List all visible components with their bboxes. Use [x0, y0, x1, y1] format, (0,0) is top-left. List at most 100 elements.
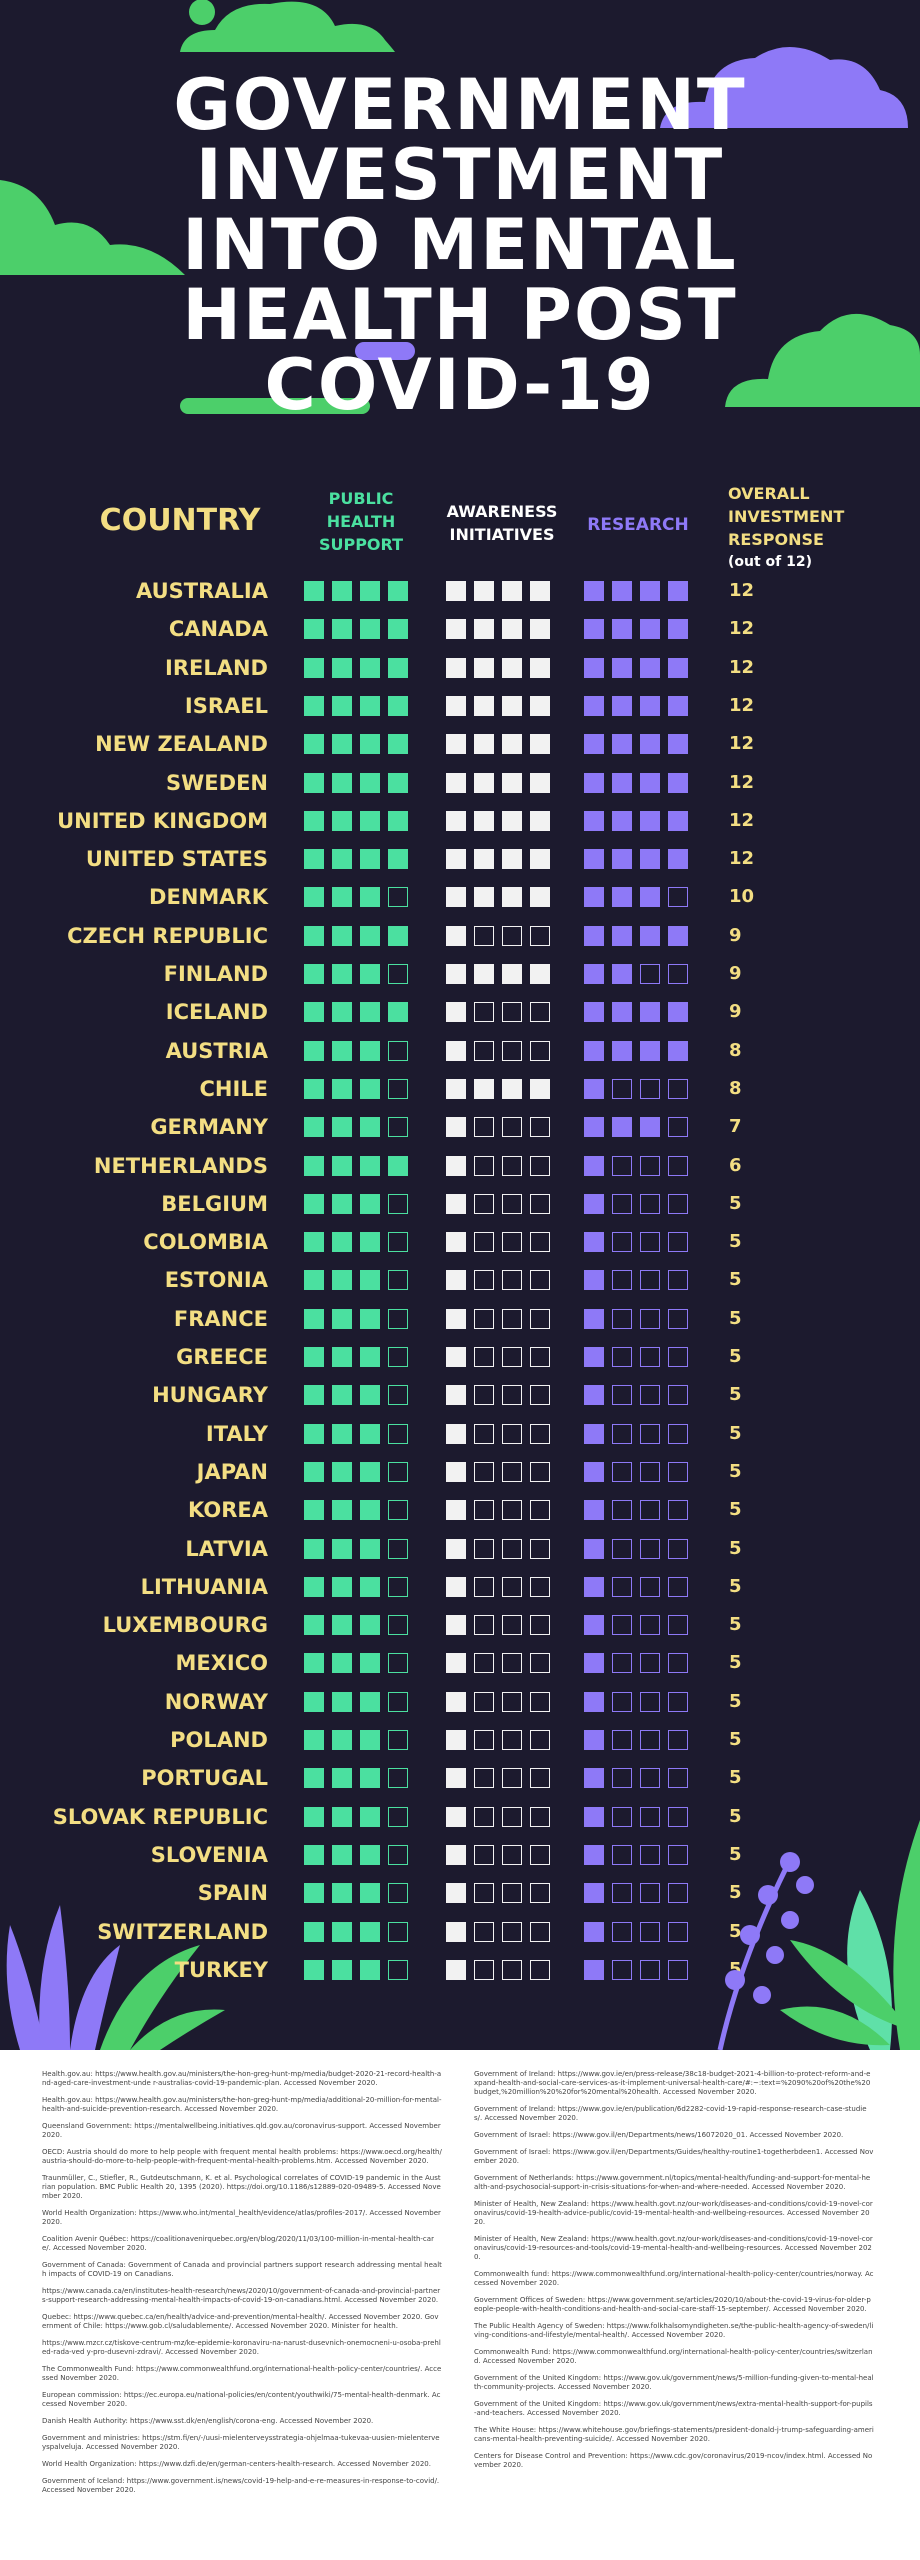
awareness-filled-square: [502, 849, 522, 869]
awareness-empty-square: [530, 1692, 550, 1712]
awareness-empty-square: [530, 1385, 550, 1405]
public-health-filled-square: [360, 1768, 380, 1788]
public-health-filled-square: [360, 926, 380, 946]
awareness-empty-square: [502, 1232, 522, 1252]
awareness-filled-square: [446, 1194, 466, 1214]
awareness-empty-square: [502, 1807, 522, 1827]
reference-item: The White House: https://www.whitehouse.…: [474, 2426, 874, 2443]
reference-item: Government and ministries: https://stm.f…: [42, 2434, 440, 2451]
awareness-empty-square: [530, 1117, 550, 1137]
purple-bar-decoration: [355, 342, 415, 360]
research-empty-square: [612, 1232, 632, 1252]
public-health-filled-square: [332, 1807, 352, 1827]
country-label: AUSTRIA: [165, 1039, 268, 1063]
research-empty-square: [668, 1960, 688, 1980]
awareness-empty-square: [474, 1768, 494, 1788]
awareness-filled-square: [446, 1883, 466, 1903]
research-empty-square: [668, 1615, 688, 1635]
public-health-filled-square: [332, 964, 352, 984]
reference-item: Government of Israel: https://www.gov.il…: [474, 2148, 874, 2165]
research-empty-square: [640, 1807, 660, 1827]
research-filled-square: [668, 581, 688, 601]
research-empty-square: [640, 964, 660, 984]
public-health-empty-square: [388, 1730, 408, 1750]
research-empty-square: [668, 964, 688, 984]
awareness-empty-square: [502, 1156, 522, 1176]
research-empty-square: [668, 1768, 688, 1788]
research-empty-square: [640, 1462, 660, 1482]
awareness-empty-square: [530, 1194, 550, 1214]
research-empty-square: [640, 1730, 660, 1750]
awareness-empty-square: [530, 1002, 550, 1022]
research-filled-square: [668, 619, 688, 639]
country-label: KOREA: [188, 1498, 268, 1522]
research-empty-square: [640, 1232, 660, 1252]
awareness-filled-square: [530, 581, 550, 601]
research-filled-square: [640, 1002, 660, 1022]
awareness-filled-square: [474, 811, 494, 831]
research-empty-square: [668, 1653, 688, 1673]
awareness-empty-square: [530, 1270, 550, 1290]
public-health-filled-square: [332, 1577, 352, 1597]
awareness-empty-square: [474, 1309, 494, 1329]
country-label: SLOVENIA: [150, 1843, 268, 1867]
research-empty-square: [612, 1194, 632, 1214]
title-line: GOVERNMENT: [173, 64, 747, 146]
awareness-filled-square: [474, 696, 494, 716]
research-filled-square: [584, 1309, 604, 1329]
research-empty-square: [640, 1385, 660, 1405]
references-section: Health.gov.au: https://www.health.gov.au…: [0, 2050, 920, 2560]
country-label: SLOVAK REPUBLIC: [52, 1805, 268, 1829]
overall-score: 5: [729, 1844, 742, 1865]
public-health-filled-square: [360, 1041, 380, 1061]
public-health-filled-square: [304, 1424, 324, 1444]
research-filled-square: [584, 1424, 604, 1444]
overall-score: 5: [729, 1806, 742, 1827]
research-filled-square: [584, 1385, 604, 1405]
research-filled-square: [584, 964, 604, 984]
awareness-filled-square: [446, 849, 466, 869]
public-health-empty-square: [388, 1692, 408, 1712]
awareness-empty-square: [502, 1730, 522, 1750]
awareness-empty-square: [474, 1922, 494, 1942]
overall-score: 5: [729, 1461, 742, 1482]
awareness-empty-square: [502, 926, 522, 946]
public-health-filled-square: [332, 811, 352, 831]
awareness-filled-square: [530, 887, 550, 907]
overall-score: 8: [729, 1040, 742, 1061]
reference-item: Danish Health Authority: https://www.sst…: [42, 2417, 374, 2425]
research-empty-square: [668, 1883, 688, 1903]
reference-item: Government of the United Kingdom: https:…: [474, 2374, 874, 2391]
overall-score: 8: [729, 1078, 742, 1099]
research-filled-square: [640, 811, 660, 831]
country-label: ICELAND: [165, 1000, 268, 1024]
awareness-empty-square: [502, 1002, 522, 1022]
public-health-filled-square: [360, 1117, 380, 1137]
reference-item: Traunmüller, C., Stiefler, R., Gutdeutsc…: [42, 2174, 441, 2200]
overall-score: 5: [729, 1882, 742, 1903]
public-health-filled-square: [304, 696, 324, 716]
public-health-filled-square: [304, 1845, 324, 1865]
header-awareness-initiatives: AWARENESS INITIATIVES: [432, 500, 572, 546]
public-health-filled-square: [304, 1577, 324, 1597]
purple-leaf-plant-icon: [6, 1905, 120, 2050]
research-filled-square: [668, 696, 688, 716]
public-health-filled-square: [360, 1730, 380, 1750]
awareness-filled-square: [446, 1807, 466, 1827]
awareness-empty-square: [474, 1002, 494, 1022]
awareness-empty-square: [530, 1960, 550, 1980]
public-health-filled-square: [360, 1577, 380, 1597]
awareness-filled-square: [530, 849, 550, 869]
country-label: ISRAEL: [184, 694, 268, 718]
public-health-filled-square: [332, 1156, 352, 1176]
public-health-filled-square: [360, 1385, 380, 1405]
public-health-filled-square: [332, 734, 352, 754]
public-health-filled-square: [388, 811, 408, 831]
awareness-filled-square: [446, 658, 466, 678]
research-filled-square: [612, 849, 632, 869]
public-health-filled-square: [360, 696, 380, 716]
public-health-filled-square: [304, 1730, 324, 1750]
awareness-filled-square: [530, 696, 550, 716]
research-empty-square: [612, 1653, 632, 1673]
research-filled-square: [612, 734, 632, 754]
